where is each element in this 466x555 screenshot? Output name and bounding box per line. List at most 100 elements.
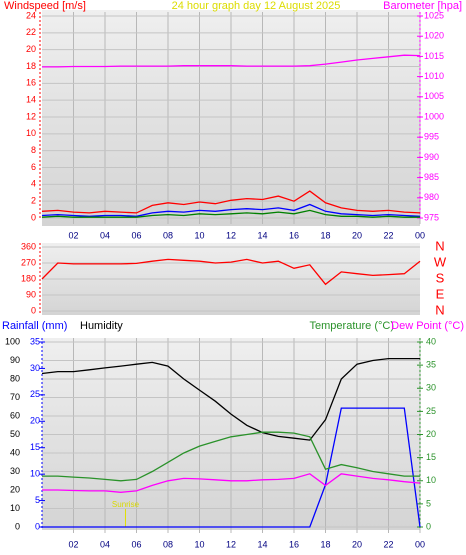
y2-axis-title: Barometer [hpa] [383,0,462,12]
y-tick-label: 30 [30,363,40,373]
y-tick-label: 12 [26,111,36,121]
legend-label: Dew Point (°C) [391,320,464,332]
y-tick-label: 990 [424,152,439,162]
y-tick-label: 80 [10,373,20,383]
y-tick-label: N [435,238,444,253]
x-tick-label: 20 [352,230,362,240]
y-tick-label: 6 [31,162,36,172]
legend-label: Humidity [80,320,123,332]
y-tick-label: 25 [426,406,436,416]
x-tick-label: 12 [226,539,236,549]
legend-label: Temperature (°C) [310,320,394,332]
series-line [41,203,421,217]
x-tick-label: 18 [320,230,330,240]
annotation: Sunrise [112,500,140,509]
y-tick-label: 90 [10,355,20,365]
y-tick-label: 360 [21,241,36,251]
y-tick-label: 975 [424,212,439,222]
x-tick-label: 04 [100,230,110,240]
x-tick-label: 14 [257,539,267,549]
x-tick-label: 10 [194,539,204,549]
y-tick-label: 100 [5,336,20,346]
x-tick-label: 06 [131,539,141,549]
chart-title: 24 hour graph day 12 August 2025 [172,0,341,12]
y-tick-label: N [435,302,444,317]
y-tick-label: 35 [30,336,40,346]
x-tick-label: 16 [289,539,299,549]
y-tick-label: 1010 [424,71,444,81]
y-tick-label: 24 [26,10,36,20]
y-tick-label: 10 [426,475,436,485]
y-tick-label: 14 [26,95,36,105]
y-tick-label: 1000 [424,111,444,121]
y-tick-label: 25 [30,389,40,399]
x-tick-label: 00 [415,230,425,240]
y-tick-label: S [436,270,445,285]
y-tick-label: 1025 [424,10,444,20]
y-tick-label: 0 [31,212,36,222]
y-tick-label: 60 [10,410,20,420]
x-tick-label: 22 [383,539,393,549]
y-tick-label: 8 [31,145,36,155]
y-tick-label: 20 [30,416,40,426]
x-tick-label: 02 [68,230,78,240]
y-tick-label: 2 [31,196,36,206]
y-tick-label: 980 [424,192,439,202]
y-tick-label: 15 [426,452,436,462]
y-axis-title: Windspeed [m/s] [4,0,86,12]
y-tick-label: 10 [30,469,40,479]
y-tick-label: W [434,254,447,269]
y-tick-label: E [436,286,445,301]
y-tick-label: 1015 [424,51,444,61]
y-tick-label: 10 [10,503,20,513]
x-tick-label: 16 [289,230,299,240]
y-tick-label: 180 [21,273,36,283]
y-tick-label: 30 [426,383,436,393]
y-tick-label: 270 [21,257,36,267]
y-tick-label: 70 [10,392,20,402]
y-tick-label: 985 [424,172,439,182]
y-tick-label: 30 [10,466,20,476]
series-line [42,431,420,482]
y-tick-label: 0 [15,521,20,531]
y-tick-label: 40 [10,447,20,457]
x-tick-label: 04 [100,539,110,549]
y-tick-label: 995 [424,132,439,142]
x-tick-label: 00 [415,539,425,549]
x-tick-label: 20 [352,539,362,549]
x-tick-label: 14 [257,230,267,240]
y-tick-label: 4 [31,179,36,189]
x-tick-label: 12 [226,230,236,240]
series-line [42,407,421,528]
y-tick-label: 40 [426,336,436,346]
series-line [41,209,420,218]
y-tick-label: 20 [26,44,36,54]
y-tick-label: 5 [35,495,40,505]
series-line [41,258,421,286]
series-line [41,190,421,214]
y-tick-label: 0 [35,521,40,531]
y-tick-label: 35 [426,360,436,370]
x-tick-label: 08 [163,539,173,549]
y-tick-label: 0 [426,521,431,531]
y-tick-label: 1005 [424,91,444,101]
y-tick-label: 50 [10,429,20,439]
y-tick-label: 90 [26,289,36,299]
y-tick-label: 10 [26,128,36,138]
series-line [42,54,421,68]
y-tick-label: 20 [426,429,436,439]
x-tick-label: 08 [163,230,173,240]
x-tick-label: 22 [383,230,393,240]
x-tick-label: 18 [320,539,330,549]
y-tick-label: 15 [30,442,40,452]
y-tick-label: 1020 [424,31,444,41]
y-tick-label: 20 [10,484,20,494]
legend-label: Rainfall (mm) [2,320,67,332]
y-tick-label: 18 [26,61,36,71]
series-line [42,473,421,493]
x-tick-label: 02 [68,539,78,549]
x-tick-label: 06 [131,230,141,240]
y-tick-label: 22 [26,27,36,37]
